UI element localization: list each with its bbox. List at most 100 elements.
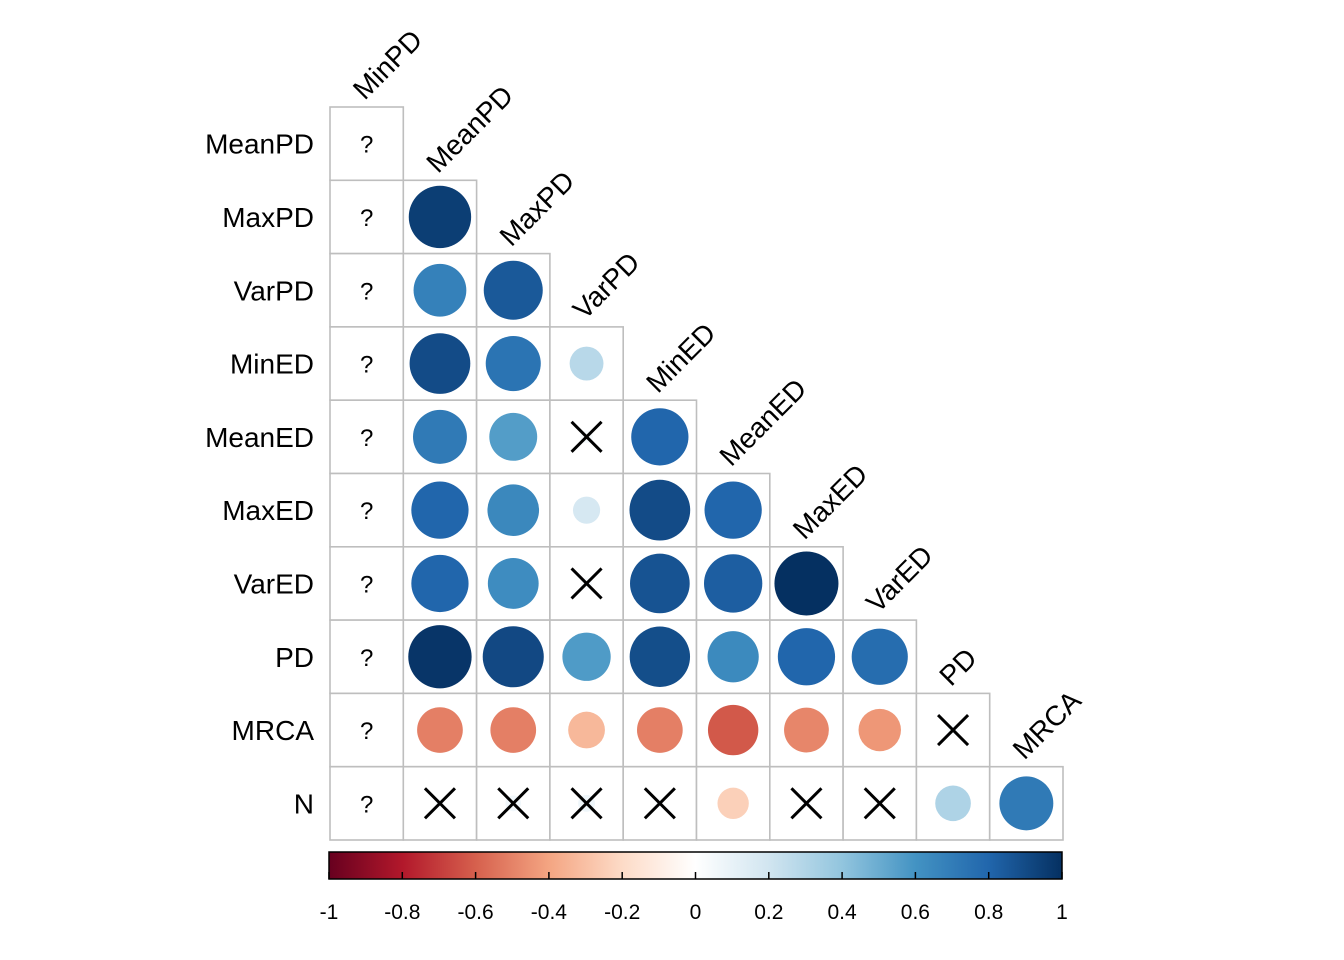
colorbar: -1 -0.8 -0.6 -0.4 -0.2 0 0.2 0.4 0.6 0.8 1 — [320, 851, 1068, 924]
colorbar-tick-label-5: 0 — [690, 901, 702, 924]
corr-circle-pd-maxed — [777, 628, 836, 686]
corr-circle-mrca-maxpd — [490, 707, 537, 753]
row-label-meanpd: MeanPD — [205, 129, 314, 160]
row-label-mined: MinED — [230, 349, 314, 380]
corr-circle-maxed-mined — [629, 479, 691, 541]
missing-mark-pd-minpd: ? — [360, 645, 373, 672]
corr-circle-mrca-mined — [636, 707, 683, 753]
cell-mrca-minpd — [329, 692, 405, 768]
insignificant-mark-mrca-pd-b — [936, 713, 970, 747]
missing-mark-meaned-minpd: ? — [360, 425, 373, 452]
column-label-minpd: MinPD — [347, 24, 428, 105]
insignificant-mark-n-maxed-b — [790, 787, 823, 820]
row-label-vared: VarED — [234, 568, 314, 599]
cell-meanpd-minpd — [329, 106, 405, 182]
cell-n-maxed — [768, 765, 844, 841]
corr-circle-meaned-maxpd — [489, 412, 538, 461]
colorbar-tick-label-2: -0.6 — [458, 901, 494, 924]
column-label-varpd: VarPD — [567, 246, 646, 325]
row-label-maxed: MaxED — [222, 495, 314, 526]
corr-circle-meaned-meanpd — [412, 409, 467, 464]
corr-circle-n-mrca — [999, 776, 1054, 831]
row-labels: MeanPD MaxPD VarPD MinED MeanED MaxED VarED PD M… — [205, 129, 314, 820]
insignificant-mark-meaned-varpd-b — [570, 420, 603, 453]
colorbar-tick-label-0: -1 — [320, 901, 339, 924]
cell-n-minpd — [329, 765, 405, 841]
insignificant-mark-n-maxpd-b — [497, 787, 530, 820]
corr-circle-varpd-meanpd — [413, 263, 467, 317]
cell-maxpd-minpd — [329, 179, 405, 255]
corr-circle-mrca-maxed — [784, 707, 829, 753]
corr-circle-mined-maxpd — [485, 336, 541, 392]
cell-maxed-minpd — [329, 472, 405, 548]
row-label-meaned: MeanED — [205, 422, 314, 453]
corr-circle-maxed-meanpd — [411, 481, 469, 539]
row-label-maxpd: MaxPD — [222, 202, 314, 233]
corr-circle-mrca-vared — [858, 708, 901, 752]
insignificant-mark-n-varpd-b — [570, 787, 603, 820]
colorbar-tick-label-3: -0.4 — [531, 901, 568, 924]
missing-mark-n-minpd: ? — [360, 791, 373, 818]
corr-circle-varpd-maxpd — [483, 260, 543, 320]
corr-circle-pd-mined — [629, 626, 691, 687]
corr-circle-n-meaned — [717, 787, 749, 820]
column-label-meanpd: MeanPD — [420, 80, 519, 179]
colorbar-tick-label-10: 1 — [1056, 901, 1068, 924]
corr-circle-pd-maxpd — [482, 626, 544, 688]
corr-circle-pd-varpd — [562, 632, 611, 681]
corr-circle-n-pd — [935, 785, 971, 822]
column-label-vared: VarED — [860, 540, 939, 619]
corr-circle-pd-meaned — [707, 631, 759, 683]
insignificant-mark-vared-varpd-b — [570, 567, 603, 600]
missing-mark-maxpd-minpd: ? — [360, 205, 373, 232]
missing-mark-meanpd-minpd: ? — [360, 132, 373, 159]
colorbar-tick-label-4: -0.2 — [604, 901, 640, 924]
column-label-mined: MinED — [640, 317, 721, 398]
corr-circle-vared-maxed — [774, 551, 839, 616]
missing-mark-maxed-minpd: ? — [360, 498, 373, 525]
corr-circle-mrca-varpd — [568, 711, 605, 749]
corr-circle-maxed-meaned — [704, 481, 762, 539]
corr-circle-meaned-mined — [631, 408, 689, 466]
missing-mark-varpd-minpd: ? — [360, 278, 373, 305]
corr-circle-mrca-meaned — [707, 704, 759, 756]
corr-circle-vared-meaned — [703, 554, 763, 613]
cell-pd-minpd — [329, 619, 405, 695]
row-label-varpd: VarPD — [234, 275, 314, 306]
corr-circle-pd-vared — [851, 628, 908, 685]
corr-circle-mined-varpd — [569, 346, 604, 381]
colorbar-tick-label-1: -0.8 — [384, 901, 420, 924]
cell-n-meanpd — [402, 765, 478, 841]
row-label-mrca: MRCA — [232, 715, 315, 746]
missing-mark-mined-minpd: ? — [360, 352, 373, 379]
corr-circle-mrca-meanpd — [417, 707, 463, 753]
corr-circle-vared-meanpd — [411, 554, 469, 613]
cell-meaned-varpd — [549, 399, 625, 475]
row-label-pd: PD — [275, 642, 314, 673]
colorbar-ticks: -1 -0.8 -0.6 -0.4 -0.2 0 0.2 0.4 0.6 0.8 1 — [320, 872, 1068, 924]
colorbar-tick-label-9: 0.8 — [974, 901, 1003, 924]
insignificant-mark-n-meanpd-b — [423, 787, 457, 820]
corr-circle-vared-mined — [630, 553, 690, 614]
insignificant-mark-n-vared-b — [863, 787, 896, 820]
corr-circle-mined-meanpd — [409, 333, 471, 394]
column-label-pd: PD — [933, 642, 982, 691]
column-label-maxed: MaxED — [787, 458, 874, 545]
corr-circle-pd-meanpd — [408, 625, 472, 689]
matrix-cells: ?????????? — [329, 106, 1064, 841]
corr-circle-maxed-varpd — [572, 496, 601, 524]
row-label-n: N — [294, 788, 314, 819]
column-label-maxpd: MaxPD — [494, 165, 581, 252]
missing-mark-mrca-minpd: ? — [360, 718, 373, 745]
corr-circle-vared-maxpd — [487, 558, 539, 609]
colorbar-tick-label-8: 0.6 — [901, 901, 930, 924]
corr-circle-maxed-maxpd — [487, 484, 540, 536]
insignificant-mark-n-mined-b — [643, 787, 676, 820]
missing-mark-vared-minpd: ? — [360, 571, 373, 598]
corr-circle-maxpd-meanpd — [408, 185, 472, 249]
colorbar-tick-label-7: 0.4 — [827, 901, 857, 924]
column-label-mrca: MRCA — [1007, 684, 1087, 764]
colorbar-tick-label-6: 0.2 — [754, 901, 783, 924]
column-label-meaned: MeanED — [713, 373, 812, 472]
